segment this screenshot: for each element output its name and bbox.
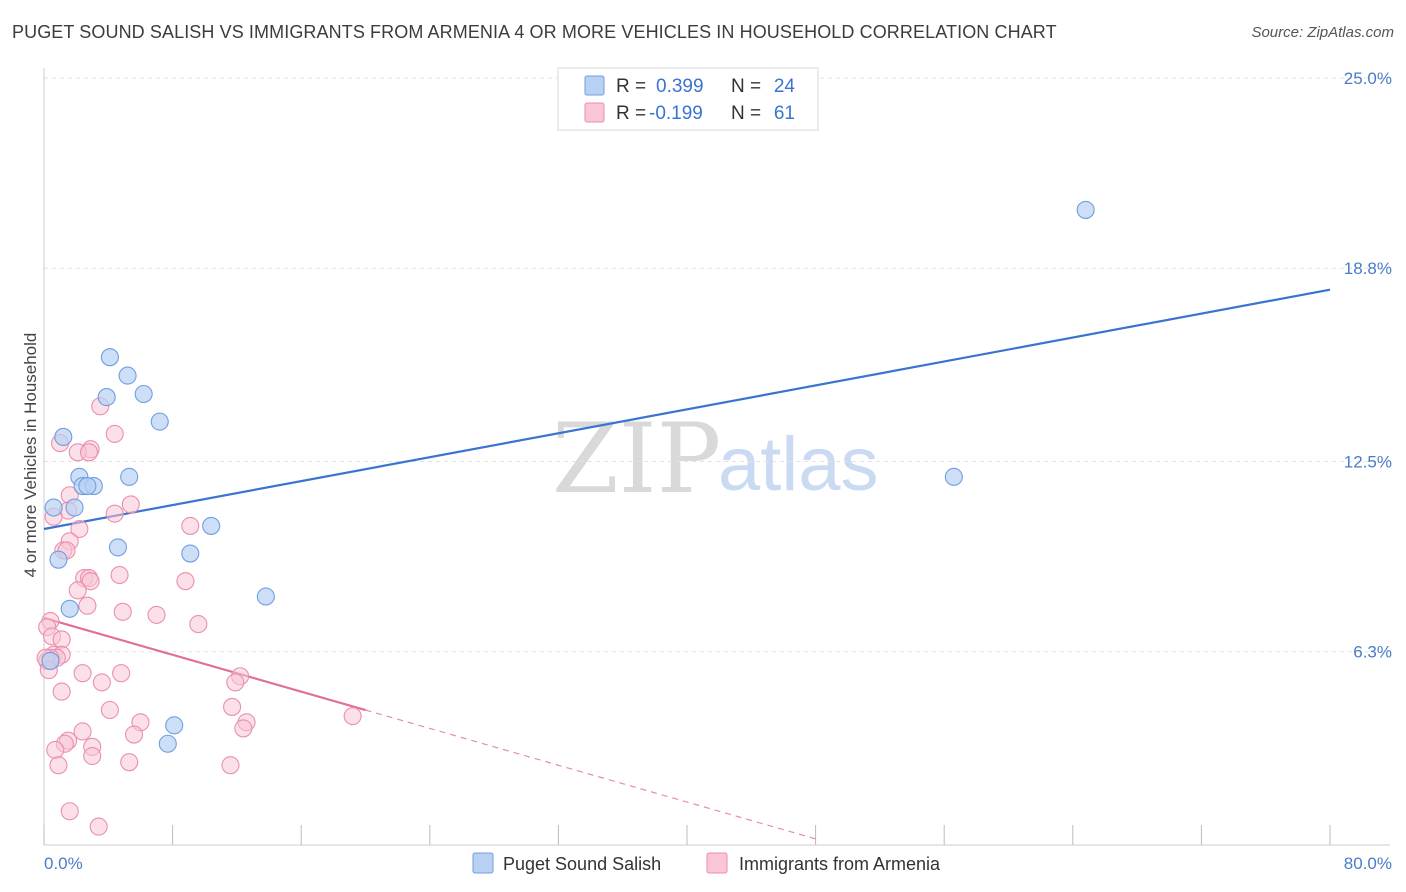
legend-swatch-blue: [584, 75, 605, 96]
data-point-armenia-52: [46, 740, 65, 759]
bottom-legend-label-pink: Immigrants from Armenia: [739, 854, 941, 874]
data-point-armenia-47: [73, 722, 92, 741]
watermark-zip: ZIP: [552, 403, 721, 515]
data-point-armenia-5: [79, 443, 99, 462]
data-point-salish-12: [65, 498, 84, 517]
data-point-salish-17: [60, 599, 79, 618]
y-tick-label-3: 25.0%: [1344, 69, 1392, 88]
y-axis-label: 4 or more Vehicles in Household: [21, 333, 40, 578]
data-point-armenia-22: [78, 596, 97, 615]
data-point-salish-22: [944, 467, 963, 486]
data-point-armenia-7: [121, 495, 140, 514]
trend-line-immigrants-from-armenia-extension: [365, 709, 816, 840]
trend-lines: [43, 288, 1331, 840]
series-legend: Puget Sound Salish Immigrants from Armen…: [472, 852, 941, 874]
legend-r-label-blue: R =: [616, 76, 646, 97]
data-point-salish-3: [134, 384, 153, 404]
y-tick-labels: 6.3% 12.5% 18.8% 25.0%: [1344, 69, 1392, 662]
data-point-salish-21: [1076, 200, 1095, 219]
data-point-armenia-48: [124, 725, 144, 744]
data-point-armenia-38: [92, 673, 111, 692]
legend-r-value-blue: 0.399: [656, 76, 704, 97]
data-point-armenia-16: [110, 565, 129, 585]
y-tick-label-2: 18.8%: [1344, 259, 1392, 278]
data-point-salish-15: [181, 544, 200, 563]
legend-r-label-pink: R =: [616, 103, 646, 124]
data-point-salish-18: [256, 587, 275, 606]
data-point-armenia-12: [70, 519, 89, 539]
y-tick-label-1: 12.5%: [1344, 453, 1392, 472]
data-point-armenia-19: [176, 572, 195, 591]
series-puget-sound-salish: [41, 200, 1095, 753]
data-point-armenia-23: [113, 602, 132, 621]
data-point-armenia-20: [81, 572, 100, 591]
chart-title: PUGET SOUND SALISH VS IMMIGRANTS FROM AR…: [12, 22, 1057, 42]
data-point-salish-19: [165, 716, 184, 735]
data-point-armenia-24: [147, 605, 166, 624]
data-point-armenia-11: [181, 516, 200, 535]
y-tick-label-0: 6.3%: [1353, 643, 1392, 662]
data-point-armenia-25: [189, 615, 208, 634]
trend-line-immigrants-from-armenia: [43, 616, 366, 712]
legend-n-value-blue: 24: [774, 76, 796, 97]
source-label: Source: ZipAtlas.com: [1251, 24, 1394, 41]
bottom-legend-label-blue: Puget Sound Salish: [503, 854, 661, 874]
data-point-armenia-36: [112, 664, 131, 683]
stats-legend: R = 0.399 N = 24 R = -0.199 N = 61: [557, 67, 819, 131]
x-tick-label-0: 0.0%: [44, 854, 83, 873]
data-point-armenia-54: [120, 753, 139, 772]
data-point-armenia-56: [221, 756, 240, 775]
data-point-armenia-43: [343, 707, 362, 726]
data-point-salish-20: [158, 734, 177, 753]
data-point-salish-11: [44, 498, 63, 517]
data-point-armenia-39: [226, 673, 245, 692]
data-point-salish-14: [108, 538, 127, 557]
data-point-armenia-57: [60, 802, 79, 821]
bottom-legend-swatch-pink: [706, 852, 728, 874]
legend-n-value-pink: 61: [774, 103, 795, 124]
grid-lines: [44, 77, 1390, 653]
data-point-armenia-53: [83, 746, 102, 766]
legend-n-label-blue: N =: [731, 76, 761, 97]
data-point-armenia-41: [100, 700, 119, 720]
watermark-atlas: atlas: [718, 422, 879, 507]
legend-swatch-pink: [584, 102, 605, 123]
data-point-salish-0: [100, 348, 119, 367]
data-point-salish-2: [97, 388, 116, 407]
data-point-armenia-35: [73, 664, 92, 683]
data-point-armenia-46: [234, 719, 253, 738]
data-point-salish-23: [41, 651, 60, 670]
data-point-armenia-40: [52, 682, 71, 701]
legend-n-label-pink: N =: [731, 103, 761, 124]
data-point-salish-13: [202, 516, 221, 535]
data-point-salish-10: [78, 476, 97, 496]
bottom-legend-swatch-blue: [472, 852, 494, 874]
data-point-salish-5: [54, 427, 73, 447]
data-point-armenia-21: [68, 581, 87, 600]
data-point-salish-9: [120, 467, 139, 486]
data-point-salish-16: [49, 550, 68, 569]
axes: [43, 68, 1390, 846]
x-tick-label-1: 80.0%: [1344, 854, 1392, 873]
x-tick-labels: 0.0% 80.0%: [44, 854, 1392, 873]
series-immigrants-from-armenia: [36, 397, 362, 836]
data-point-armenia-9: [105, 504, 124, 523]
data-point-armenia-29: [52, 630, 71, 649]
data-point-armenia-55: [49, 756, 68, 775]
data-point-armenia-1: [105, 424, 124, 443]
data-point-salish-4: [150, 412, 169, 431]
data-point-armenia-42: [223, 697, 242, 716]
legend-r-value-pink: -0.199: [649, 103, 703, 124]
trend-line-puget-sound-salish: [43, 288, 1331, 531]
data-point-salish-1: [118, 366, 137, 385]
data-point-armenia-58: [89, 817, 108, 836]
